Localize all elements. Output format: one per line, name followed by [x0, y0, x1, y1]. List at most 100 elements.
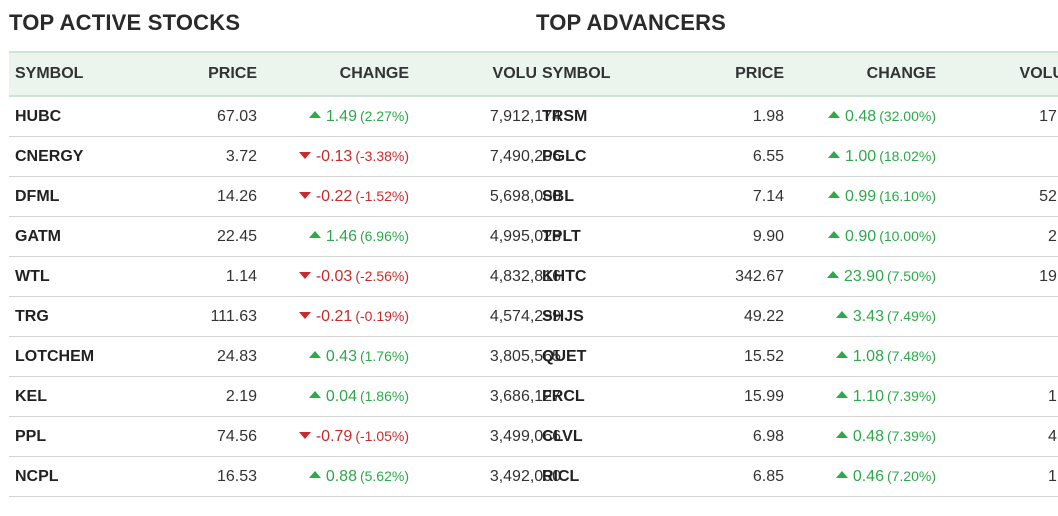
- change-percent: (18.02%): [879, 147, 936, 164]
- change-value: 0.48: [845, 107, 877, 125]
- stock-symbol[interactable]: LOTCHEM: [9, 336, 141, 377]
- stock-symbol[interactable]: TRSM: [536, 96, 668, 137]
- change-percent: (5.62%): [359, 467, 409, 484]
- stock-symbol[interactable]: CNERGY: [9, 136, 141, 177]
- change-value: -0.22: [315, 187, 353, 205]
- column-header-price[interactable]: PRICE: [668, 51, 790, 97]
- column-header-symbol[interactable]: SYMBOL: [536, 51, 668, 97]
- stock-price: 49.22: [668, 296, 790, 337]
- change-percent: (-3.38%): [355, 147, 409, 164]
- column-header-change[interactable]: CHANGE: [263, 51, 415, 97]
- stock-volume: 17,000: [942, 96, 1058, 137]
- table-row[interactable]: WTL 1.14 -0.03 (-2.56%) 4,832,816: [9, 256, 567, 297]
- top-active-stocks-panel: TOP ACTIVE STOCKS SYMBOL PRICE CHANGE VO…: [9, 0, 567, 497]
- change-value: 0.04: [325, 387, 357, 405]
- change-value: 0.46: [852, 467, 884, 485]
- change-value: 0.48: [852, 427, 884, 445]
- stock-price: 16.53: [141, 456, 263, 497]
- stock-change: 1.00 (18.02%): [828, 148, 936, 166]
- column-header-volume[interactable]: VOLUME: [942, 51, 1058, 97]
- stock-change-cell: 1.08 (7.48%): [790, 336, 942, 377]
- triangle-up-icon: [835, 390, 848, 398]
- stock-change-cell: 1.49 (2.27%): [263, 96, 415, 137]
- stock-symbol[interactable]: WTL: [9, 256, 141, 297]
- stock-price: 2.19: [141, 376, 263, 417]
- stock-symbol[interactable]: KHTC: [536, 256, 668, 297]
- stock-change-cell: -0.22 (-1.52%): [263, 176, 415, 217]
- stock-change-cell: 0.48 (7.39%): [790, 416, 942, 457]
- change-value: 1.46: [325, 227, 357, 245]
- table-body: TRSM1.980.48(32.00%)17,000PGLC6.551.00(1…: [536, 96, 1058, 497]
- stock-change-cell: 0.88 (5.62%): [263, 456, 415, 497]
- stock-change-cell: 1.00 (18.02%): [790, 136, 942, 177]
- change-value: 1.00: [845, 147, 877, 165]
- stock-price: 6.85: [668, 456, 790, 497]
- table-row[interactable]: HUBC 67.03 1.49 (2.27%) 7,912,174: [9, 96, 567, 137]
- change-percent: (7.39%): [886, 387, 936, 404]
- triangle-up-icon: [835, 470, 848, 478]
- column-header-price[interactable]: PRICE: [141, 51, 263, 97]
- table-row[interactable]: LOTCHEM 24.83 0.43 (1.76%) 3,805,565: [9, 336, 567, 377]
- stock-symbol[interactable]: HUBC: [9, 96, 141, 137]
- stock-change: 0.04 (1.86%): [308, 387, 409, 406]
- table-row[interactable]: GATM 22.45 1.46 (6.96%) 4,995,028: [9, 216, 567, 257]
- change-value: 1.08: [852, 347, 884, 365]
- triangle-up-icon: [826, 270, 839, 278]
- change-value: -0.03: [315, 267, 353, 285]
- change-percent: (7.39%): [886, 427, 936, 444]
- triangle-up-icon: [308, 230, 321, 238]
- change-percent: (7.48%): [886, 347, 936, 364]
- triangle-up-icon: [828, 110, 841, 118]
- stock-change: -0.21 (-0.19%): [298, 308, 409, 326]
- triangle-down-icon: [298, 151, 311, 159]
- top-active-stocks-table: SYMBOL PRICE CHANGE VOLUME HUBC 67.03 1.49…: [9, 51, 567, 497]
- change-percent: (-1.05%): [355, 427, 409, 444]
- stock-symbol[interactable]: TPLT: [536, 216, 668, 257]
- stock-symbol[interactable]: QUET: [536, 336, 668, 377]
- stock-change-cell: 0.43 (1.76%): [263, 336, 415, 377]
- column-header-symbol[interactable]: SYMBOL: [9, 51, 141, 97]
- change-value: 0.88: [325, 467, 357, 485]
- column-header-change[interactable]: CHANGE: [790, 51, 942, 97]
- change-percent: (-1.52%): [355, 187, 409, 204]
- stock-price: 15.99: [668, 376, 790, 417]
- table-row[interactable]: DFML 14.26 -0.22 (-1.52%) 5,698,000: [9, 176, 567, 217]
- stock-symbol[interactable]: FRCL: [536, 376, 668, 417]
- stock-price: 9.90: [668, 216, 790, 257]
- stock-change: 0.43 (1.76%): [308, 348, 409, 366]
- change-value: 1.49: [325, 107, 357, 125]
- table-row[interactable]: NCPL 16.53 0.88 (5.62%) 3,492,000: [9, 456, 567, 497]
- stock-symbol[interactable]: SBL: [536, 176, 668, 217]
- change-value: -0.79: [315, 427, 353, 445]
- stock-symbol[interactable]: SHJS: [536, 296, 668, 337]
- change-percent: (10.00%): [879, 227, 936, 244]
- stock-symbol[interactable]: TRG: [9, 296, 141, 337]
- stock-symbol[interactable]: DFML: [9, 176, 141, 217]
- table-row[interactable]: CNERGY 3.72 -0.13 (-3.38%) 7,490,206: [9, 136, 567, 177]
- change-percent: (7.49%): [886, 307, 936, 324]
- stock-price: 3.72: [141, 136, 263, 177]
- table-row[interactable]: PPL 74.56 -0.79 (-1.05%) 3,499,066: [9, 416, 567, 457]
- stock-symbol[interactable]: KEL: [9, 376, 141, 417]
- triangle-up-icon: [308, 470, 321, 478]
- stock-symbol[interactable]: NCPL: [9, 456, 141, 497]
- stock-change-cell: 1.46 (6.96%): [263, 216, 415, 257]
- stock-symbol[interactable]: PPL: [9, 416, 141, 457]
- stock-symbol[interactable]: GATM: [9, 216, 141, 257]
- stock-symbol[interactable]: PGLC: [536, 136, 668, 177]
- table-row[interactable]: TRG 111.63 -0.21 (-0.19%) 4,574,299: [9, 296, 567, 337]
- stock-change: 0.46 (7.20%): [835, 467, 936, 486]
- table-row[interactable]: KEL 2.19 0.04 (1.86%) 3,686,127: [9, 376, 567, 417]
- stock-symbol[interactable]: RICL: [536, 456, 668, 497]
- stock-symbol[interactable]: CLVL: [536, 416, 668, 457]
